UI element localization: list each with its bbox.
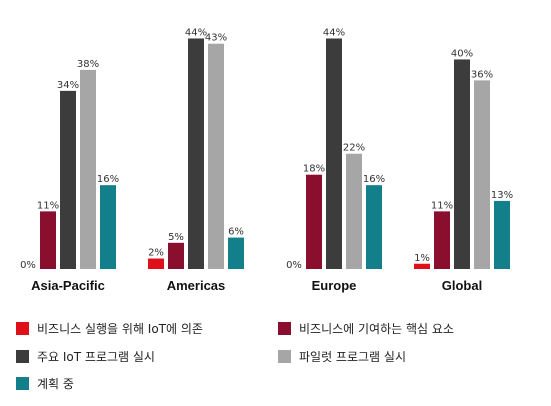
value-label-core-3: 11% [431, 200, 453, 211]
legend-swatch-pilot [278, 350, 291, 363]
legend-label-core: 비즈니스에 기여하는 핵심 요소 [299, 322, 454, 336]
bar-planning-0 [100, 185, 116, 269]
legend-swatch-rely [16, 322, 29, 335]
category-label-1: Americas [167, 278, 226, 293]
bar-core-2 [306, 174, 322, 269]
value-label-core-1: 5% [168, 232, 184, 243]
value-label-pilot-1: 43% [205, 33, 227, 44]
bar-rely-3 [414, 263, 430, 269]
value-label-planning-0: 16% [97, 174, 119, 185]
legend-swatch-major [16, 350, 29, 363]
bar-core-3 [434, 211, 450, 269]
legend-item-major: 주요 IoT 프로그램 실시 [16, 348, 155, 365]
value-label-rely-2: 0% [286, 260, 302, 271]
legend: 비즈니스 실행을 위해 IoT에 의존 비즈니스에 기여하는 핵심 요소 주요 … [16, 312, 536, 404]
value-label-planning-2: 16% [363, 174, 385, 185]
value-label-pilot-2: 22% [343, 143, 365, 154]
bar-planning-3 [494, 200, 510, 269]
bar-core-0 [40, 211, 56, 269]
legend-label-major: 주요 IoT 프로그램 실시 [37, 350, 155, 364]
value-label-core-0: 11% [37, 200, 59, 211]
legend-swatch-planning [16, 377, 29, 390]
bar-planning-2 [366, 185, 382, 269]
category-label-0: Asia-Pacific [31, 278, 105, 293]
legend-item-planning: 계획 중 [16, 375, 74, 392]
legend-item-pilot: 파일럿 프로그램 실시 [278, 348, 406, 365]
bar-rely-1 [148, 258, 164, 269]
category-label-2: Europe [312, 278, 357, 293]
legend-swatch-core [278, 322, 291, 335]
legend-item-rely: 비즈니스 실행을 위해 IoT에 의존 [16, 320, 203, 337]
bar-major-1 [188, 38, 204, 270]
value-label-major-3: 40% [451, 48, 473, 59]
bar-major-0 [60, 90, 76, 269]
value-label-planning-3: 13% [491, 190, 513, 201]
value-label-rely-3: 1% [414, 253, 430, 264]
value-label-major-0: 34% [57, 80, 79, 91]
legend-label-planning: 계획 중 [37, 377, 74, 391]
bar-planning-1 [228, 237, 244, 269]
value-label-pilot-3: 36% [471, 69, 493, 80]
bar-major-3 [454, 59, 470, 269]
bar-pilot-1 [208, 43, 224, 269]
bar-pilot-3 [474, 80, 490, 270]
bar-major-2 [326, 38, 342, 270]
legend-item-core: 비즈니스에 기여하는 핵심 요소 [278, 320, 454, 337]
category-label-3: Global [442, 278, 482, 293]
bar-chart: 0%11%34%38%16%Asia-Pacific2%5%44%43%6%Am… [20, 27, 513, 293]
legend-label-pilot: 파일럿 프로그램 실시 [299, 350, 406, 364]
value-label-core-2: 18% [303, 164, 325, 175]
value-label-rely-1: 2% [148, 248, 164, 259]
bar-core-1 [168, 242, 184, 269]
bar-pilot-0 [80, 69, 96, 269]
value-label-rely-0: 0% [20, 260, 36, 271]
value-label-major-1: 44% [185, 27, 207, 38]
value-label-pilot-0: 38% [77, 59, 99, 70]
bar-pilot-2 [346, 153, 362, 269]
value-label-major-2: 44% [323, 27, 345, 38]
legend-label-rely: 비즈니스 실행을 위해 IoT에 의존 [37, 322, 203, 336]
value-label-planning-1: 6% [228, 227, 244, 238]
